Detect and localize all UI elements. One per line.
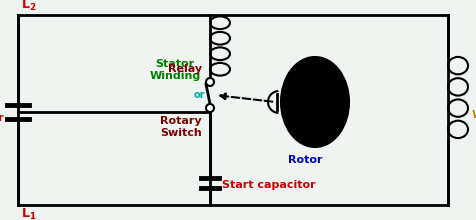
Text: Rotary
Switch: Rotary Switch xyxy=(160,116,202,138)
Circle shape xyxy=(206,104,214,112)
Text: Rotor: Rotor xyxy=(288,155,322,165)
Text: $\mathbf{L_1}$: $\mathbf{L_1}$ xyxy=(21,207,37,220)
Text: Start capacitor: Start capacitor xyxy=(222,180,316,190)
Circle shape xyxy=(206,78,214,86)
Text: Relay: Relay xyxy=(168,64,202,74)
Text: Main
or
Run
Winding: Main or Run Winding xyxy=(472,75,476,120)
Text: Run
Capacitor: Run Capacitor xyxy=(0,101,4,123)
Ellipse shape xyxy=(281,57,349,147)
Text: $\mathbf{L_2}$: $\mathbf{L_2}$ xyxy=(21,0,37,13)
Text: Stator
Winding: Stator Winding xyxy=(149,59,200,81)
Text: or: or xyxy=(194,90,205,100)
